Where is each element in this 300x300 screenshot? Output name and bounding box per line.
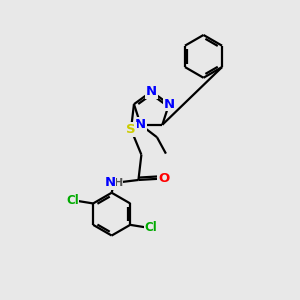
Text: Cl: Cl — [66, 194, 79, 207]
Text: N: N — [135, 118, 146, 131]
Text: S: S — [126, 123, 136, 136]
Text: N: N — [104, 176, 116, 189]
Text: O: O — [158, 172, 169, 185]
Text: N: N — [146, 85, 157, 98]
Text: Cl: Cl — [145, 221, 158, 234]
Text: H: H — [114, 178, 123, 188]
Text: N: N — [164, 98, 175, 111]
